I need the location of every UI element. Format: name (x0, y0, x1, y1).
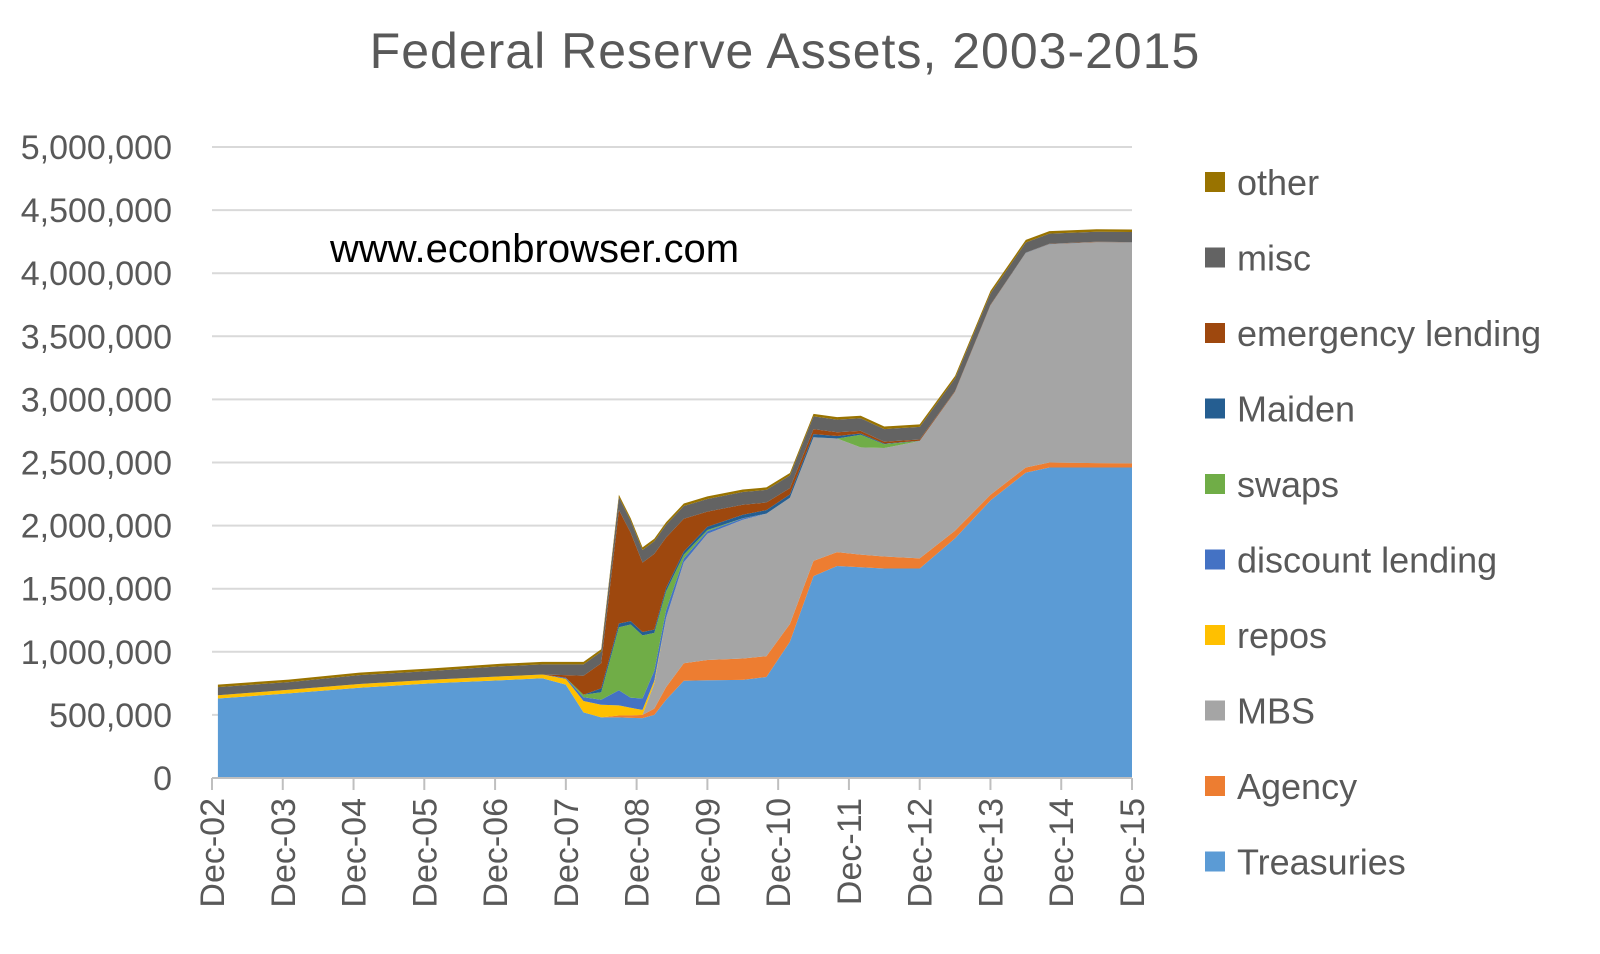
y-tick-label: 3,000,000 (21, 381, 172, 419)
legend-swatch (1205, 398, 1225, 419)
y-tick-label: 1,000,000 (21, 634, 172, 672)
series-area-treasuries (217, 467, 1132, 778)
y-tick-label: 4,000,000 (21, 255, 172, 293)
legend-label: misc (1237, 238, 1311, 279)
y-tick-label: 1,500,000 (21, 571, 172, 609)
legend-swatch (1205, 851, 1225, 872)
legend-swatch (1205, 172, 1225, 192)
x-tick-label: Dec-06 (477, 798, 515, 908)
legend-label: emergency lending (1237, 313, 1541, 354)
legend-swatch (1205, 474, 1225, 494)
y-tick-label: 3,500,000 (21, 318, 172, 356)
legend-label: MBS (1237, 691, 1315, 732)
y-tick-label: 2,500,000 (21, 445, 172, 483)
legend-swatch (1205, 776, 1225, 796)
x-tick-label: Dec-07 (548, 798, 586, 908)
watermark-annotation: www.econbrowser.com (329, 227, 739, 271)
legend-label: Treasuries (1237, 842, 1406, 883)
y-tick-label: 4,500,000 (21, 192, 172, 230)
x-tick-label: Dec-03 (265, 798, 303, 908)
y-tick-label: 0 (153, 760, 172, 798)
legend-swatch (1205, 625, 1225, 645)
y-tick-label: 2,000,000 (21, 508, 172, 546)
x-tick-label: Dec-08 (619, 798, 657, 908)
y-tick-label: 500,000 (49, 697, 172, 735)
x-tick-label: Dec-13 (972, 798, 1010, 908)
x-tick-label: Dec-05 (406, 798, 444, 908)
x-tick-label: Dec-02 (194, 798, 232, 908)
y-tick-label: 5,000,000 (21, 129, 172, 167)
legend-layer: other misc emergency lending Maiden swaps dis… (1205, 162, 1541, 883)
x-tick-label: Dec-12 (902, 798, 940, 908)
axis-layer: 0 500,000 1,000,000 1,500,000 2,000,000 2,500… (21, 129, 1152, 908)
legend-label: other (1237, 162, 1319, 203)
x-tick-label: Dec-15 (1114, 798, 1152, 908)
legend-swatch (1205, 247, 1225, 268)
legend-label: discount lending (1237, 540, 1497, 581)
x-tick-label: Dec-04 (336, 798, 374, 908)
legend-label: Agency (1237, 766, 1357, 807)
series-area-mbs (217, 242, 1132, 718)
x-tick-label: Dec-11 (831, 798, 869, 905)
legend-label: swaps (1237, 464, 1339, 505)
x-tick-label: Dec-09 (689, 798, 727, 908)
legend-swatch (1205, 549, 1225, 570)
legend-swatch (1205, 323, 1225, 343)
legend-label: repos (1237, 615, 1327, 656)
legend-label: Maiden (1237, 389, 1355, 430)
area-layer (217, 229, 1132, 778)
x-tick-label: Dec-10 (760, 798, 798, 908)
legend-swatch (1205, 700, 1225, 721)
x-tick-label: Dec-14 (1043, 798, 1081, 908)
chart-title: Federal Reserve Assets, 2003-2015 (369, 23, 1201, 79)
